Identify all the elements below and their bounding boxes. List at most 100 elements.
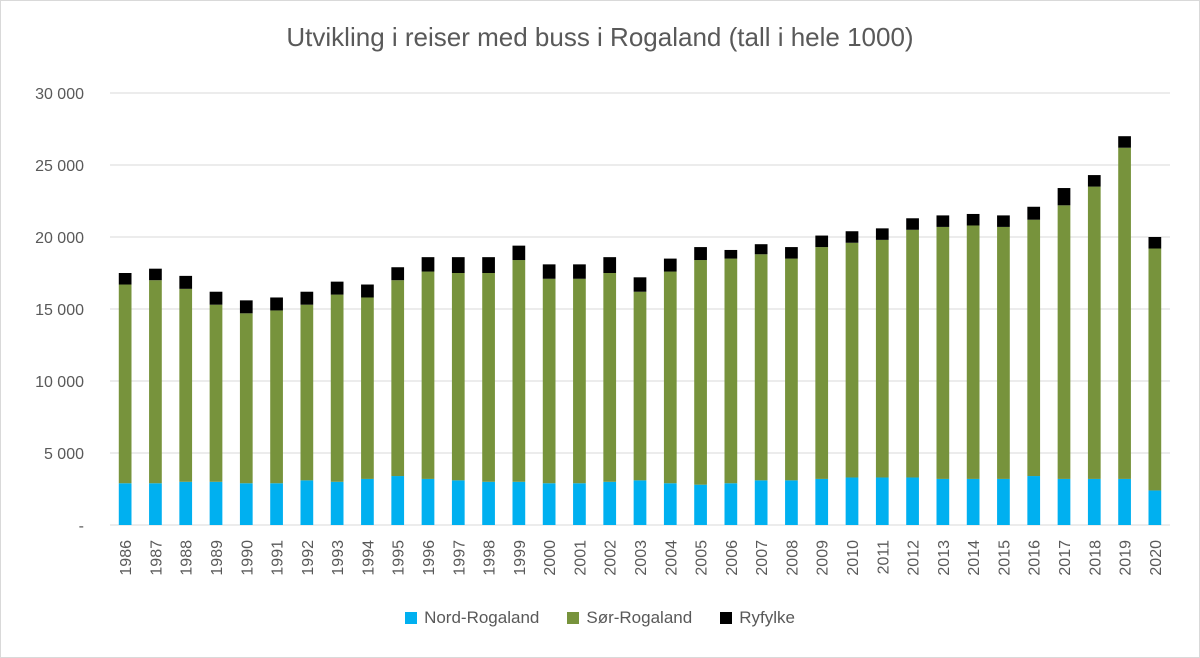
- x-tick-label: 2010: [845, 540, 862, 576]
- bar-ryfylke-2000: [542, 264, 556, 279]
- bar-nord-rogaland-1989: [209, 481, 223, 525]
- bar-ryfylke-1986: [118, 273, 132, 285]
- bar-ryfylke-2010: [845, 231, 859, 243]
- bar-ryfylke-2013: [936, 215, 950, 227]
- bar-ryfylke-1999: [512, 245, 526, 261]
- bar-ryfylke-1991: [270, 297, 283, 311]
- bar-nord-rogaland-1991: [270, 483, 283, 525]
- bar-nord-rogaland-2016: [1027, 476, 1041, 525]
- bar-nord-rogaland-2010: [845, 477, 859, 525]
- x-tick-label: 1999: [512, 540, 529, 576]
- x-tick-label: 2015: [996, 540, 1013, 576]
- bar-s-r-rogaland-2000: [542, 278, 556, 484]
- bar-nord-rogaland-2000: [542, 483, 556, 525]
- x-tick-label: 2002: [603, 540, 620, 576]
- bar-s-r-rogaland-2012: [906, 229, 919, 478]
- x-tick-label: 1998: [482, 540, 499, 576]
- bar-nord-rogaland-2013: [936, 478, 950, 525]
- bar-ryfylke-1993: [330, 281, 344, 295]
- x-tick-label: 2016: [1027, 540, 1044, 576]
- bar-s-r-rogaland-2015: [997, 226, 1010, 479]
- x-tick-label: 1988: [179, 540, 196, 576]
- bar-nord-rogaland-2006: [724, 483, 738, 525]
- bar-s-r-rogaland-1999: [512, 260, 526, 482]
- bar-nord-rogaland-2018: [1087, 478, 1101, 525]
- x-tick-label: 2011: [875, 540, 892, 575]
- bar-nord-rogaland-1993: [330, 481, 344, 525]
- bar-s-r-rogaland-2004: [663, 271, 677, 484]
- x-tick-label: 1997: [451, 540, 468, 576]
- legend-swatch-nord-rogaland: [405, 612, 418, 624]
- bar-nord-rogaland-1997: [451, 480, 465, 525]
- bar-nord-rogaland-2002: [603, 481, 617, 525]
- bar-ryfylke-2018: [1087, 175, 1101, 187]
- bar-s-r-rogaland-2007: [754, 254, 768, 481]
- bar-nord-rogaland-1996: [421, 478, 435, 525]
- x-tick-label: 2012: [906, 540, 923, 576]
- x-tick-label: 1995: [391, 540, 408, 576]
- bar-s-r-rogaland-2005: [694, 260, 707, 485]
- bar-s-r-rogaland-2001: [573, 278, 586, 484]
- x-tick-label: 1987: [148, 540, 165, 576]
- bar-s-r-rogaland-1994: [361, 297, 374, 479]
- x-tick-label: 2017: [1057, 540, 1074, 576]
- bar-s-r-rogaland-1986: [118, 284, 132, 484]
- x-tick-label: 2005: [694, 540, 711, 576]
- bar-s-r-rogaland-2020: [1148, 248, 1162, 491]
- bar-nord-rogaland-2003: [633, 480, 647, 525]
- bar-nord-rogaland-2011: [875, 477, 889, 525]
- bar-nord-rogaland-1988: [179, 481, 193, 525]
- legend-swatch-sor-rogaland: [567, 612, 580, 624]
- bar-s-r-rogaland-2016: [1027, 219, 1041, 477]
- bar-ryfylke-2015: [997, 215, 1010, 227]
- bar-ryfylke-2017: [1057, 188, 1071, 206]
- bar-s-r-rogaland-1998: [482, 273, 495, 482]
- y-tick-label: 20 000: [35, 230, 84, 247]
- x-tick-label: 1994: [360, 540, 377, 576]
- x-tick-label: 1986: [118, 540, 135, 576]
- bar-ryfylke-1998: [482, 257, 495, 273]
- bar-nord-rogaland-2007: [754, 480, 768, 525]
- bar-ryfylke-2005: [694, 247, 707, 261]
- bar-nord-rogaland-2005: [694, 484, 707, 525]
- legend-item-ryfylke: Ryfylke: [720, 608, 795, 628]
- legend-swatch-ryfylke: [720, 612, 733, 624]
- bar-s-r-rogaland-2008: [785, 258, 798, 481]
- x-tick-label: 2019: [1118, 540, 1135, 576]
- bar-s-r-rogaland-2011: [875, 239, 889, 478]
- bar-ryfylke-1992: [300, 291, 314, 305]
- x-tick-label: 2000: [542, 540, 559, 576]
- chart-title: Utvikling i reiser med buss i Rogaland (…: [286, 22, 914, 52]
- bar-s-r-rogaland-2002: [603, 273, 617, 482]
- bar-nord-rogaland-2020: [1148, 490, 1162, 525]
- bar-ryfylke-2007: [754, 244, 768, 255]
- bar-ryfylke-1995: [391, 267, 405, 281]
- x-tick-label: 1990: [239, 540, 256, 576]
- bar-nord-rogaland-2001: [573, 483, 586, 525]
- bar-s-r-rogaland-1993: [330, 294, 344, 482]
- bar-nord-rogaland-2004: [663, 483, 677, 525]
- bar-ryfylke-2003: [633, 277, 647, 292]
- x-tick-label: 1996: [421, 540, 438, 576]
- bar-nord-rogaland-2019: [1118, 478, 1131, 525]
- y-tick-label: -: [79, 518, 84, 535]
- legend-label-ryfylke: Ryfylke: [739, 608, 795, 627]
- bar-ryfylke-1994: [361, 284, 374, 298]
- y-tick-label: 5 000: [44, 446, 84, 463]
- chart-legend: Nord-Rogaland Sør-Rogaland Ryfylke: [0, 608, 1200, 628]
- bar-s-r-rogaland-2006: [724, 258, 738, 484]
- bar-ryfylke-2001: [573, 264, 586, 279]
- bar-ryfylke-2008: [785, 247, 798, 259]
- bar-s-r-rogaland-1989: [209, 304, 223, 482]
- bar-ryfylke-2016: [1027, 206, 1041, 220]
- bar-s-r-rogaland-2013: [936, 226, 950, 479]
- bar-s-r-rogaland-1990: [239, 313, 253, 484]
- bar-s-r-rogaland-1988: [179, 288, 193, 482]
- legend-item-nord-rogaland: Nord-Rogaland: [405, 608, 539, 628]
- x-tick-label: 2006: [724, 540, 741, 576]
- bar-nord-rogaland-1986: [118, 483, 132, 525]
- bar-nord-rogaland-1987: [149, 483, 162, 525]
- x-tick-label: 2007: [754, 540, 771, 576]
- bar-s-r-rogaland-2014: [966, 225, 980, 479]
